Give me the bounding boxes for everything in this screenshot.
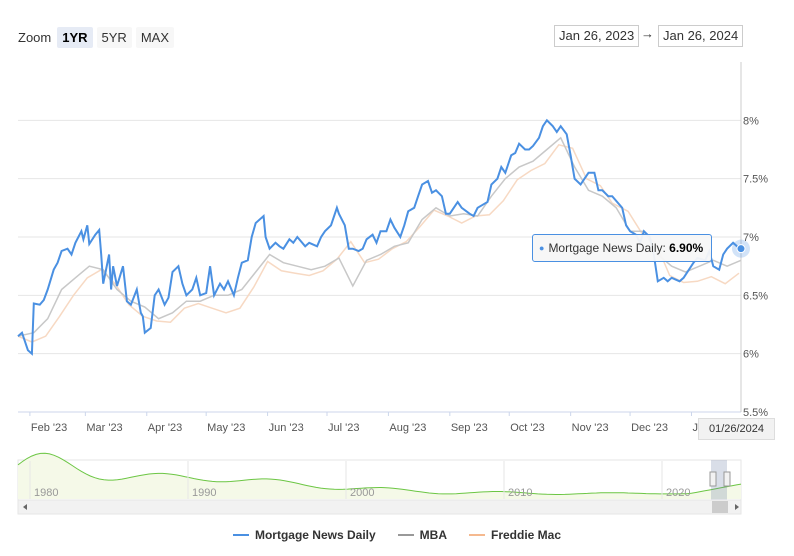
zoom-1yr-button[interactable]: 1YR xyxy=(57,27,93,48)
x-tick-label: Dec '23 xyxy=(631,422,668,434)
navigator-x-label: 2000 xyxy=(350,487,374,499)
legend-item-mba[interactable]: MBA xyxy=(397,528,447,542)
scroll-right-icon xyxy=(735,504,739,510)
navigator-x-label: 2010 xyxy=(508,487,532,499)
navigator-selection xyxy=(711,460,727,500)
legend-label: MBA xyxy=(419,528,447,542)
y-tick-labels: 8% 7.5% 7% 6.5% 6% 5.5% xyxy=(743,115,768,419)
navigator-x-label: 1990 xyxy=(192,487,216,499)
scroll-left-icon xyxy=(23,504,27,510)
navigator-handle-left xyxy=(709,471,717,487)
x-tick-label: Oct '23 xyxy=(510,422,545,434)
legend-label: Freddie Mac xyxy=(491,528,562,542)
x-tick-label: Apr '23 xyxy=(148,422,183,434)
legend-swatch-mnd xyxy=(232,534,249,536)
x-tick-label: Aug '23 xyxy=(389,422,426,434)
navigator-series-area xyxy=(18,453,741,499)
x-tick-label: Feb '23 xyxy=(31,422,67,434)
navigator-x-labels: 1980 1990 2000 2010 2020 xyxy=(29,461,690,499)
tooltip-series-dot-icon: ● xyxy=(539,243,545,253)
x-tick-label: Sep '23 xyxy=(451,422,488,434)
zoom-label: Zoom xyxy=(18,30,52,45)
x-tick-label: Jun '23 xyxy=(269,422,304,434)
tooltip: ● Mortgage News Daily: 6.90% xyxy=(532,234,713,262)
y-tick-label: 7.5% xyxy=(743,174,768,186)
zoom-bar: Zoom 1YR 5YR MAX xyxy=(18,27,174,48)
navigator-scrollbar xyxy=(17,499,742,515)
navigator-scrollbar-thumb xyxy=(712,501,728,513)
y-tick-label: 6.5% xyxy=(743,290,768,302)
legend: Mortgage News Daily MBA Freddie Mac xyxy=(0,528,794,542)
zoom-5yr-button[interactable]: 5YR xyxy=(96,27,132,48)
navigator-x-label: 2020 xyxy=(666,487,690,499)
grid-lines xyxy=(18,119,741,413)
y-tick-label: 6% xyxy=(743,349,759,361)
series-line-mortgage-news-daily xyxy=(17,118,742,356)
x-tick-labels: Feb '23 Mar '23 Apr '23 May '23 Jun '23 Jul '… xyxy=(29,412,728,434)
y-tick-label: 8% xyxy=(743,115,759,127)
series-line-freddie-mac xyxy=(17,143,740,343)
legend-swatch-mba xyxy=(397,534,414,536)
hover-marker xyxy=(736,244,746,254)
x-tick-label: May '23 xyxy=(207,422,245,434)
x-tick-label: Nov '23 xyxy=(572,422,609,434)
tooltip-series-name: Mortgage News Daily: xyxy=(548,241,666,255)
legend-item-mortgage-news-daily[interactable]: Mortgage News Daily xyxy=(232,528,376,542)
range-to-input[interactable]: Jan 26, 2024 xyxy=(658,25,744,47)
legend-swatch-freddie xyxy=(469,534,485,536)
legend-item-freddie-mac[interactable]: Freddie Mac xyxy=(469,528,561,542)
y-tick-label: 5.5% xyxy=(743,407,768,419)
navigator-series-line xyxy=(17,452,742,495)
y-tick-label: 7% xyxy=(743,232,759,244)
navigator-handle-right xyxy=(723,471,731,487)
range-arrow-icon: → xyxy=(641,26,654,41)
range-from-input[interactable]: Jan 26, 2023 xyxy=(554,25,640,47)
zoom-max-button[interactable]: MAX xyxy=(135,27,174,48)
x-tick-label: Mar '23 xyxy=(86,422,122,434)
navigator-x-label: 1980 xyxy=(34,487,58,499)
x-tick-label: Jul '23 xyxy=(328,422,359,434)
tooltip-value: 6.90% xyxy=(669,241,704,255)
legend-label: Mortgage News Daily xyxy=(254,528,376,542)
crosshair-date-label: 01/26/2024 xyxy=(698,418,775,440)
